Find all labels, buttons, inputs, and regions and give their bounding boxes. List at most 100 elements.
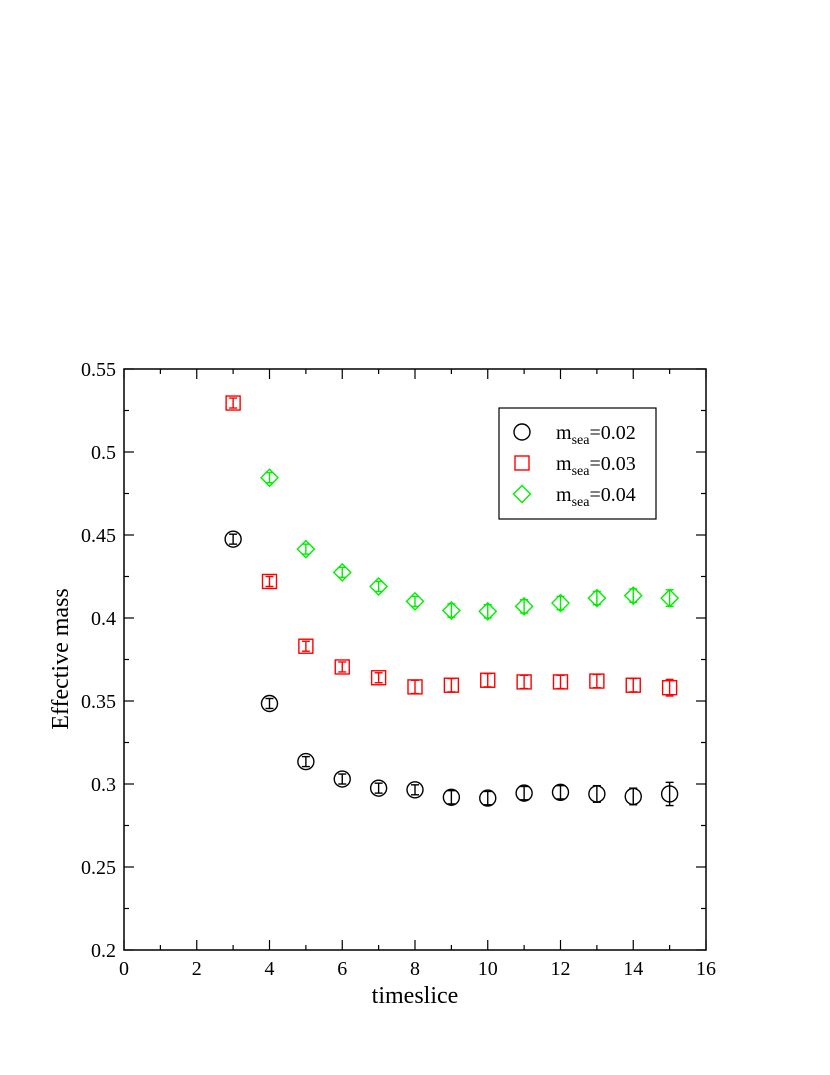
- error-bar: [629, 588, 638, 603]
- error-bar: [229, 397, 238, 409]
- x-tick-label: 2: [192, 958, 202, 980]
- error-bar: [265, 472, 274, 484]
- error-bar: [411, 784, 419, 796]
- series-square: [225, 395, 678, 697]
- data-point-circle: [260, 694, 279, 713]
- legend-marker-square: [514, 455, 530, 471]
- y-tick-label: 0.55: [81, 359, 116, 381]
- error-bar: [629, 787, 638, 806]
- data-point-circle: [551, 783, 570, 801]
- error-bar: [520, 785, 529, 801]
- error-bar: [556, 784, 565, 800]
- data-point-diamond: [441, 601, 461, 621]
- error-bar: [338, 773, 347, 785]
- data-point-square: [261, 573, 278, 590]
- y-tick-label: 0.25: [81, 857, 116, 879]
- legend-item: msea=0.04: [512, 484, 636, 510]
- y-tick-label: 0.5: [91, 442, 116, 464]
- error-bar: [665, 678, 674, 697]
- data-point-square: [334, 659, 350, 675]
- legend-items: msea=0.02 msea=0.03 msea=0.04: [512, 422, 636, 510]
- data-point-circle: [297, 752, 315, 771]
- x-tick-label: 0: [119, 958, 129, 980]
- legend-label: msea=0.02: [556, 422, 636, 448]
- data-point-circle: [442, 788, 461, 806]
- error-bar: [338, 566, 347, 579]
- data-point-circle: [660, 785, 679, 803]
- data-point-diamond: [623, 586, 643, 606]
- data-point-diamond: [369, 576, 389, 596]
- error-bar: [265, 575, 274, 588]
- x-tick-label: 10: [478, 958, 498, 980]
- data-point-circle: [369, 779, 388, 797]
- data-point-diamond: [260, 468, 279, 488]
- data-point-diamond: [332, 562, 352, 582]
- data-point-square: [625, 677, 641, 693]
- data-point-square: [407, 679, 423, 695]
- error-bar: [592, 784, 601, 803]
- data-point-square: [589, 673, 605, 689]
- error-bar: [520, 599, 529, 614]
- error-bar: [483, 604, 492, 619]
- data-point-square: [370, 670, 387, 686]
- y-tick-label: 0.3: [91, 774, 116, 796]
- data-point-square: [443, 677, 460, 693]
- x-tick-label: 16: [696, 958, 716, 980]
- error-bar: [301, 640, 310, 652]
- x-tick-label: 12: [551, 958, 571, 980]
- x-tick-label: 4: [265, 958, 275, 980]
- error-bar: [483, 672, 492, 688]
- error-bar: [520, 674, 529, 690]
- error-bar: [447, 789, 456, 805]
- x-axis-title: timeslice: [372, 983, 459, 1009]
- error-bar: [301, 543, 310, 555]
- error-bar: [411, 679, 419, 695]
- data-point-circle: [624, 787, 642, 806]
- data-points: [224, 395, 680, 807]
- data-point-diamond: [587, 588, 607, 608]
- error-bar: [592, 590, 601, 606]
- error-bar: [374, 580, 383, 593]
- error-bar: [447, 677, 456, 693]
- data-point-circle: [406, 781, 424, 799]
- error-bar: [338, 661, 347, 673]
- data-point-diamond: [660, 588, 680, 608]
- error-bar: [629, 677, 638, 693]
- y-tick-label: 0.45: [81, 525, 116, 547]
- error-bar: [592, 673, 601, 689]
- data-point-square: [225, 395, 241, 411]
- data-point-square: [552, 674, 569, 690]
- legend-label: msea=0.04: [556, 484, 636, 510]
- x-tick-label: 8: [410, 958, 420, 980]
- data-point-square: [298, 638, 314, 654]
- data-point-square: [661, 680, 678, 696]
- data-point-diamond: [551, 593, 570, 613]
- error-bar: [265, 697, 274, 710]
- legend-item: msea=0.02: [513, 422, 636, 448]
- y-axis-title: Effective mass: [48, 588, 74, 730]
- error-bar: [411, 595, 419, 608]
- legend-label: msea=0.03: [556, 453, 636, 479]
- error-bar: [447, 603, 456, 618]
- data-point-circle: [515, 784, 533, 802]
- y-tick-label: 0.35: [81, 691, 116, 713]
- error-bar: [483, 790, 492, 806]
- legend-item: msea=0.03: [514, 453, 636, 479]
- data-point-circle: [224, 530, 242, 548]
- data-point-circle: [333, 770, 351, 788]
- legend-marker-circle: [513, 423, 531, 441]
- y-tick-label: 0.4: [91, 608, 116, 630]
- error-bar: [556, 595, 565, 611]
- data-point-square: [516, 674, 532, 690]
- data-point-diamond: [405, 591, 425, 611]
- data-point-circle: [588, 785, 606, 803]
- x-tick-label: 6: [337, 958, 347, 980]
- x-tick-label: 14: [623, 958, 643, 980]
- error-bar: [374, 782, 383, 794]
- series-diamond: [260, 468, 680, 621]
- axis-ticks: 0 2 4 6 8 10 12 14 16 0.2 0.25 0.3 0.35 0.4 0.45 0.5 0.5…: [81, 359, 716, 980]
- legend-marker-diamond: [512, 484, 532, 504]
- data-point-square: [480, 672, 496, 688]
- data-point-diamond: [296, 539, 316, 559]
